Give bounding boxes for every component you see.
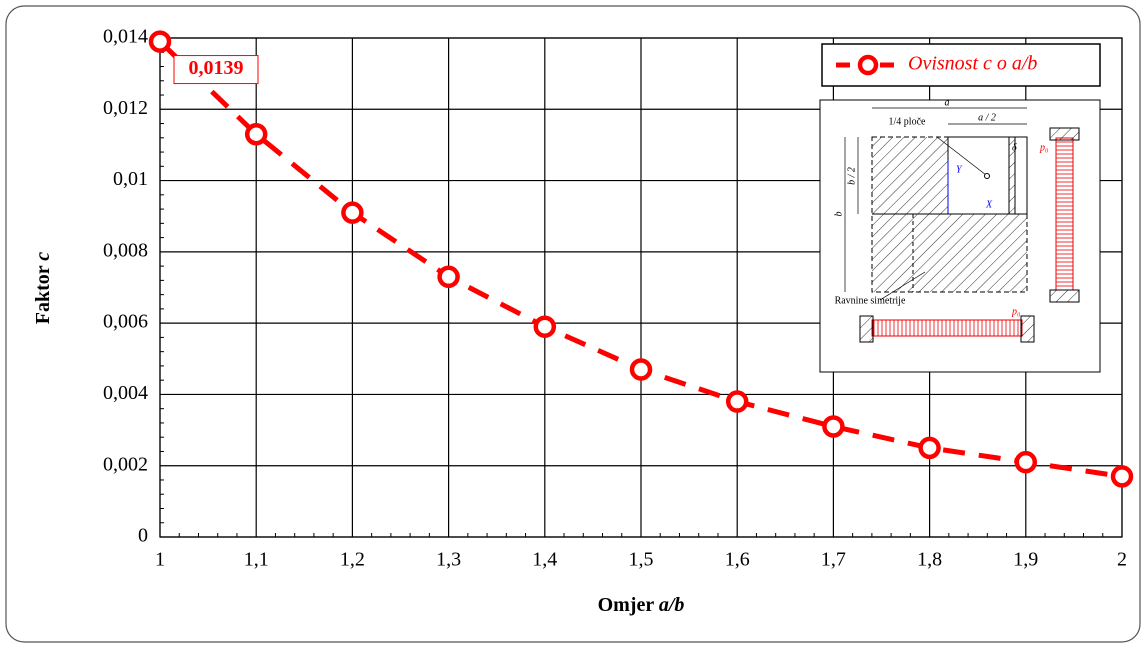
x-tick-label: 1,9 — [1013, 549, 1038, 571]
x-tick-label: 1,4 — [532, 549, 557, 571]
y-tick-label: 0 — [138, 525, 148, 547]
point — [984, 173, 990, 179]
legend: Ovisnost c o a/b — [821, 43, 1101, 87]
x-tick-label: 1,3 — [436, 549, 461, 571]
x-axis-title-var: a/b — [659, 594, 685, 616]
x-tick-label: 1,8 — [917, 549, 942, 571]
x-tick-label: 1,1 — [244, 549, 269, 571]
inset-label: 1/4 ploče — [889, 116, 926, 127]
axes-box — [159, 37, 1123, 538]
y-tick-label: 0,008 — [103, 239, 148, 261]
y-tick-label: 0,006 — [103, 311, 148, 333]
x-tick-label: 1,7 — [821, 549, 846, 571]
y-tick-label: 0,004 — [103, 382, 148, 404]
y-tick-label: 0,012 — [103, 97, 148, 119]
y-axis-title: Faktor c — [32, 252, 54, 325]
legend-marker — [857, 54, 879, 76]
inset-label: b — [833, 212, 844, 217]
marker — [629, 358, 653, 381]
x-tick-label: 1,6 — [725, 549, 750, 571]
marker — [533, 315, 557, 338]
inset-label: a / 2 — [978, 112, 996, 123]
inset-label: Ravnine simetrije — [835, 295, 906, 306]
x-tick-label: 2 — [1117, 549, 1127, 571]
inset-diagram: a a / 2 1/4 ploče b / 2 b Y X δ p₀ Ravni… — [819, 97, 1101, 373]
inset-label: Y — [956, 164, 963, 175]
marker — [918, 436, 941, 460]
inset-label: X — [985, 199, 993, 210]
axis-titles: Omjer a/b Faktor c — [32, 252, 685, 616]
beam-bottom — [871, 319, 1023, 337]
y-axis-title-text: Faktor — [32, 265, 54, 324]
x-axis-title: Omjer a/b — [598, 594, 685, 616]
marker — [725, 390, 749, 413]
x-tick-label: 1,2 — [340, 549, 365, 571]
support — [1049, 289, 1080, 303]
marker — [1014, 450, 1038, 474]
y-tick-label: 0,002 — [103, 453, 148, 475]
legend-label: Ovisnost c o a/b — [908, 53, 1037, 75]
leader — [936, 136, 987, 176]
y-tick-label: 0,014 — [103, 26, 148, 48]
inset-label: a — [945, 97, 950, 108]
marker — [341, 201, 364, 224]
marker — [244, 122, 268, 146]
support — [1049, 127, 1080, 141]
marker — [148, 30, 172, 53]
plot-area: 0 0,002 0,004 0,006 0,008 0,01 0,012 0,014 1 1,1 1… — [103, 26, 1134, 571]
leader2 — [879, 271, 926, 301]
y-axis-title-var: c — [32, 252, 54, 261]
marker — [437, 265, 460, 289]
y-tick-label: 0,01 — [113, 168, 148, 190]
inset-label: p₀ — [1011, 306, 1021, 317]
marker — [1110, 465, 1134, 488]
support — [1020, 315, 1035, 343]
inset-label: b / 2 — [846, 167, 857, 185]
value-label: 0,0139 — [189, 57, 244, 79]
value-label-box — [173, 55, 259, 85]
x-axis-title-text: Omjer — [598, 594, 655, 616]
beam-right — [1055, 137, 1074, 291]
support — [859, 315, 874, 343]
marker — [822, 415, 845, 438]
x-tick-label: 1,5 — [629, 549, 654, 571]
inset-label: δ — [1012, 142, 1017, 153]
x-tick-label: 1 — [155, 549, 165, 571]
inset-label: p₀ — [1039, 142, 1049, 153]
